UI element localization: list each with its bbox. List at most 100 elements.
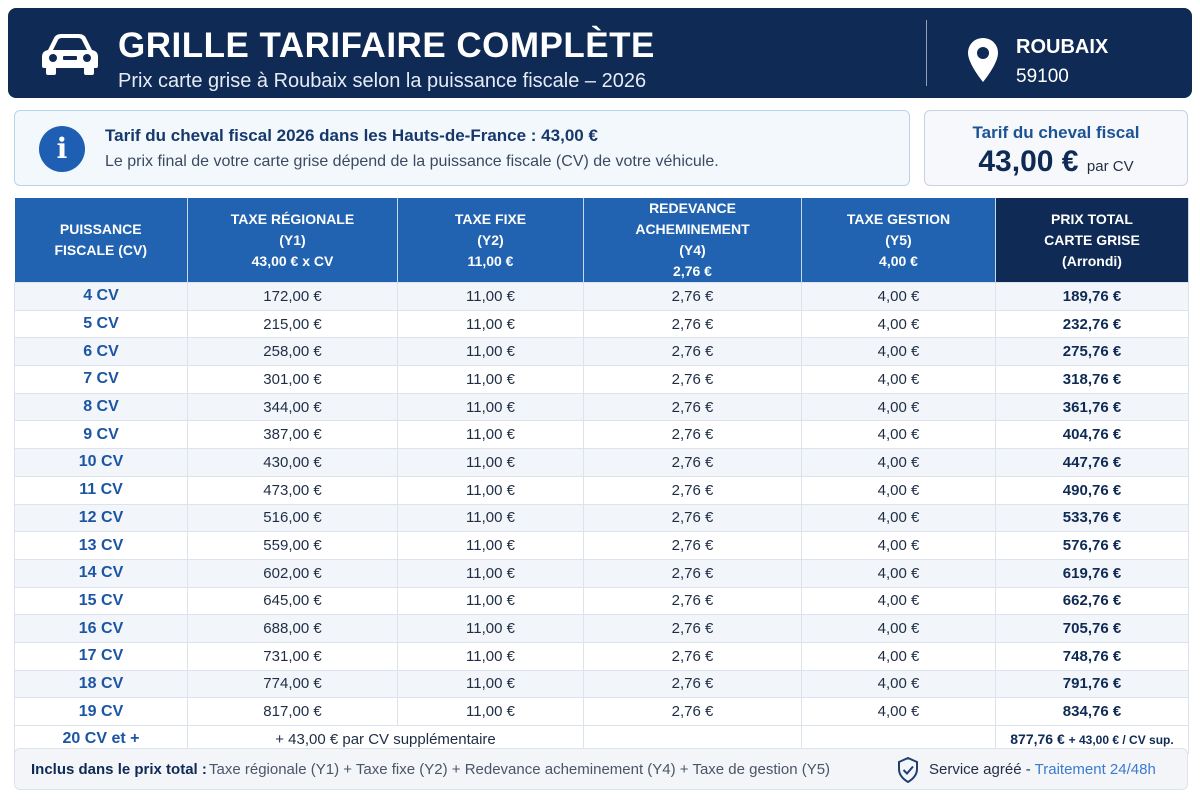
cell-power: 9 CV <box>14 420 188 450</box>
cell-total: 748,76 € <box>995 641 1189 671</box>
rate-label: Tarif du cheval fiscal <box>972 123 1140 142</box>
page-title: GRILLE TARIFAIRE COMPLÈTE <box>118 26 655 65</box>
map-pin-icon <box>968 38 998 82</box>
header-line: (Y2) <box>477 231 504 248</box>
cell-regional: 645,00 € <box>187 586 398 616</box>
page-subtitle: Prix carte grise à Roubaix selon la puis… <box>118 70 647 92</box>
city-name: ROUBAIX <box>1016 36 1109 58</box>
cell-management: 4,00 € <box>801 503 996 533</box>
table-row: 4 CV 172,00 €11,00 €2,76 €4,00 €189,76 € <box>14 282 1189 311</box>
cell-regional: 172,00 € <box>187 282 398 311</box>
cell-regional: 602,00 € <box>187 558 398 588</box>
header-line: (Arrondi) <box>1062 252 1122 269</box>
rate-value: 43,00 € <box>978 145 1079 178</box>
table-row: 17 CV 731,00 €11,00 €2,76 €4,00 €748,76 € <box>14 641 1189 671</box>
table-row: 6 CV 258,00 €11,00 €2,76 €4,00 €275,76 € <box>14 337 1189 367</box>
pricing-table: PUISSANCE FISCALE (CV) TAXE RÉGIONALE (Y1) 4… <box>14 198 1189 754</box>
service-label: Service agréé <box>929 761 1022 778</box>
cell-fixed: 11,00 € <box>397 365 584 394</box>
cell-total: 619,76 € <box>995 558 1189 588</box>
table-row: 16 CV 688,00 €11,00 €2,76 €4,00 €705,76 € <box>14 614 1189 643</box>
cell-management: 4,00 € <box>801 448 996 477</box>
footer-text: Taxe régionale (Y1) + Taxe fixe (Y2) + R… <box>209 761 831 778</box>
cell-routing: 2,76 € <box>583 503 802 533</box>
cell-fixed: 11,00 € <box>397 586 584 616</box>
cell-management: 4,00 € <box>801 558 996 588</box>
cell-routing: 2,76 € <box>583 586 802 616</box>
table-row: 11 CV 473,00 €11,00 €2,76 €4,00 €490,76 € <box>14 475 1189 505</box>
cell-regional: 817,00 € <box>187 697 398 726</box>
cell-power: 12 CV <box>14 503 188 533</box>
cell-fixed: 11,00 € <box>397 503 584 533</box>
table-row: 19 CV 817,00 €11,00 €2,76 €4,00 €834,76 € <box>14 697 1189 726</box>
cell-regional: 387,00 € <box>187 420 398 450</box>
cell-power: 15 CV <box>14 586 188 616</box>
cell-total: 705,76 € <box>995 614 1189 643</box>
car-icon <box>42 34 98 75</box>
rate-unit: par CV <box>1086 158 1134 175</box>
service-text: Service agréé - Traitement 24/48h <box>929 761 1156 778</box>
th-routing-fee: REDEVANCE ACHEMINEMENT (Y4) 2,76 € <box>583 198 802 283</box>
cell-fixed: 11,00 € <box>397 420 584 450</box>
cell-routing: 2,76 € <box>583 337 802 367</box>
cell-power: 11 CV <box>14 475 188 505</box>
cell-regional: 430,00 € <box>187 448 398 477</box>
cell-regional: 731,00 € <box>187 641 398 671</box>
cell-routing: 2,76 € <box>583 558 802 588</box>
table-row: 9 CV 387,00 €11,00 €2,76 €4,00 €404,76 € <box>14 420 1189 450</box>
header-line: TAXE GESTION <box>846 210 951 227</box>
cell-power: 10 CV <box>14 448 188 477</box>
cell-management: 4,00 € <box>801 337 996 367</box>
cell-power: 19 CV <box>14 697 188 726</box>
th-total-price: PRIX TOTAL CARTE GRISE (Arrondi) <box>995 198 1189 283</box>
cell-power: 16 CV <box>14 614 188 643</box>
cell-fixed: 11,00 € <box>397 392 584 422</box>
cell-regional: 258,00 € <box>187 337 398 367</box>
table-row: 14 CV 602,00 €11,00 €2,76 €4,00 €619,76 € <box>14 558 1189 588</box>
cell-management: 4,00 € <box>801 669 996 699</box>
footer-bar: Inclus dans le prix total : Taxe régiona… <box>14 748 1188 790</box>
cell-management: 4,00 € <box>801 586 996 616</box>
cell-power: 13 CV <box>14 531 188 560</box>
table-row: 10 CV 430,00 €11,00 €2,76 €4,00 €447,76 € <box>14 448 1189 477</box>
cell-fixed: 11,00 € <box>397 282 584 311</box>
header-line: FISCALE (CV) <box>54 242 148 258</box>
info-icon: i <box>39 126 85 172</box>
cell-routing: 2,76 € <box>583 392 802 422</box>
table-row: 5 CV 215,00 €11,00 €2,76 €4,00 €232,76 € <box>14 309 1189 339</box>
cell-fixed: 11,00 € <box>397 614 584 643</box>
cell-routing: 2,76 € <box>583 614 802 643</box>
cell-management: 4,00 € <box>801 282 996 311</box>
cell-routing: 2,76 € <box>583 697 802 726</box>
info-banner: i Tarif du cheval fiscal 2026 dans les H… <box>14 110 910 186</box>
cell-total: 791,76 € <box>995 669 1189 699</box>
header-line: REDEVANCE <box>649 200 736 216</box>
rate-card: Tarif du cheval fiscal 43,00 € par CV <box>924 110 1188 186</box>
header-line: 43,00 € x CV <box>251 252 334 269</box>
cell-management: 4,00 € <box>801 697 996 726</box>
cell-total: 232,76 € <box>995 309 1189 339</box>
table-row: 12 CV 516,00 €11,00 €2,76 €4,00 €533,76 € <box>14 503 1189 533</box>
cell-power: 7 CV <box>14 365 188 394</box>
service-separator: - <box>1021 761 1035 778</box>
cell-total: 447,76 € <box>995 448 1189 477</box>
table-header-row: PUISSANCE FISCALE (CV) TAXE RÉGIONALE (Y1) 4… <box>14 198 1189 283</box>
cell-power: 8 CV <box>14 392 188 422</box>
cell-routing: 2,76 € <box>583 475 802 505</box>
cell-regional: 344,00 € <box>187 392 398 422</box>
cell-total: 361,76 € <box>995 392 1189 422</box>
header-line: TAXE RÉGIONALE <box>230 210 355 227</box>
total-extra: + 43,00 € / CV sup. <box>1068 733 1174 748</box>
th-regional-tax: TAXE RÉGIONALE (Y1) 43,00 € x CV <box>187 198 398 283</box>
info-title: Tarif du cheval fiscal 2026 dans les Hau… <box>105 126 598 145</box>
info-text: Le prix final de votre carte grise dépen… <box>105 153 719 170</box>
cell-routing: 2,76 € <box>583 448 802 477</box>
cell-power: 4 CV <box>14 282 188 311</box>
cell-fixed: 11,00 € <box>397 531 584 560</box>
th-fixed-tax: TAXE FIXE (Y2) 11,00 € <box>397 198 584 283</box>
header-line: CARTE GRISE <box>1044 231 1140 248</box>
cell-regional: 301,00 € <box>187 365 398 394</box>
cell-management: 4,00 € <box>801 641 996 671</box>
header-line: PUISSANCE <box>59 221 142 237</box>
cell-total: 318,76 € <box>995 365 1189 394</box>
